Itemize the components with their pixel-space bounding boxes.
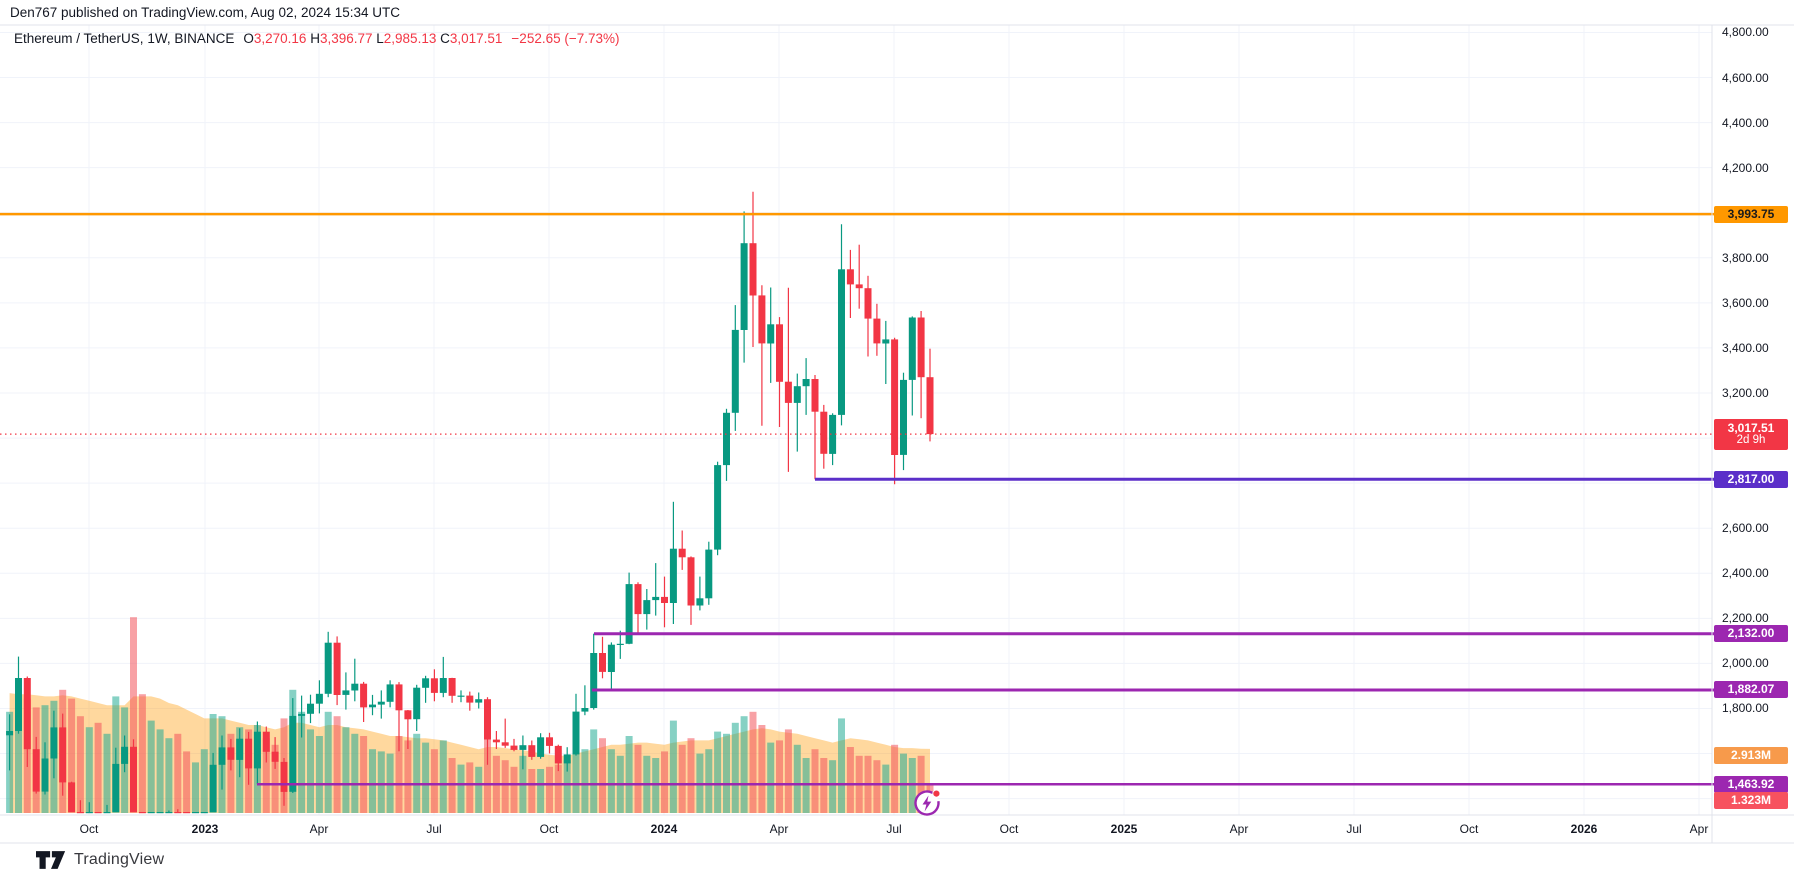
time-tick-label: 2023 [191, 822, 219, 836]
notification-dot [932, 789, 941, 798]
time-tick-label: Jul [886, 822, 902, 836]
price-axis-badge: 3,017.51 2d 9h [1714, 419, 1788, 450]
price-tick-label: 3,600.00 [1722, 296, 1769, 310]
legend-ohlc-item: L2,985.13 [376, 31, 437, 46]
lightning-bolt-glyph [922, 795, 932, 812]
price-tick-label: 2,400.00 [1722, 566, 1769, 580]
symbol-title: Ethereum / TetherUS, 1W, BINANCE [14, 31, 235, 46]
lightning-publish-icon[interactable] [913, 788, 942, 817]
time-tick-label: 2024 [650, 822, 678, 836]
tradingview-logo-icon [36, 851, 66, 869]
legend-ohlc-item: O3,270.16 [243, 31, 307, 46]
publish-attribution: Den767 published on TradingView.com, Aug… [10, 5, 401, 20]
symbol-legend[interactable]: Ethereum / TetherUS, 1W, BINANCE O3,270.… [14, 31, 620, 46]
candles [6, 191, 934, 814]
tradingview-logo-text: TradingView [74, 851, 165, 868]
legend-ohlc: O3,270.16 H3,396.77 L2,985.13 C3,017.51 [243, 31, 502, 46]
price-axis-badge: 2,132.00 [1714, 625, 1788, 642]
tradingview-logo[interactable]: TradingView [36, 851, 164, 869]
price-axis-badge: 1,882.07 [1714, 681, 1788, 698]
legend-ohlc-item: C3,017.51 [440, 31, 503, 46]
legend-change: −252.65 (−7.73%) [511, 31, 620, 46]
legend-ohlc-item: H3,396.77 [310, 31, 373, 46]
price-tick-label: 2,600.00 [1722, 521, 1769, 535]
price-tick-label: 4,800.00 [1722, 25, 1769, 39]
time-tick-label: Oct [79, 822, 99, 836]
price-tick-label: 4,600.00 [1722, 71, 1769, 85]
price-tick-label: 2,000.00 [1722, 656, 1769, 670]
time-tick-label: 2025 [1110, 822, 1138, 836]
time-tick-label: Oct [999, 822, 1019, 836]
price-tick-label: 3,800.00 [1722, 251, 1769, 265]
time-tick-label: Apr [1689, 822, 1709, 836]
time-tick-label: 2026 [1570, 822, 1598, 836]
time-tick-label: Apr [309, 822, 329, 836]
time-tick-label: Jul [1346, 822, 1362, 836]
price-tick-label: 3,200.00 [1722, 386, 1769, 400]
price-axis-badge: 3,993.75 [1714, 206, 1788, 223]
price-tick-label: 3,400.00 [1722, 341, 1769, 355]
price-tick-label: 2,200.00 [1722, 611, 1769, 625]
price-axis-badge: 2,817.00 [1714, 471, 1788, 488]
time-tick-label: Apr [1229, 822, 1249, 836]
time-tick-label: Apr [769, 822, 789, 836]
price-axis-badge: 1,463.92 [1714, 776, 1788, 793]
bar-countdown: 2d 9h [1736, 434, 1766, 446]
price-axis-badge: 2.913M [1714, 747, 1788, 764]
price-axis-badge: 1.323M [1714, 792, 1788, 809]
price-tick-label: 4,400.00 [1722, 116, 1769, 130]
time-tick-label: Oct [539, 822, 559, 836]
price-tick-label: 1,800.00 [1722, 701, 1769, 715]
time-tick-label: Oct [1459, 822, 1479, 836]
price-tick-label: 4,200.00 [1722, 161, 1769, 175]
time-tick-label: Jul [426, 822, 442, 836]
